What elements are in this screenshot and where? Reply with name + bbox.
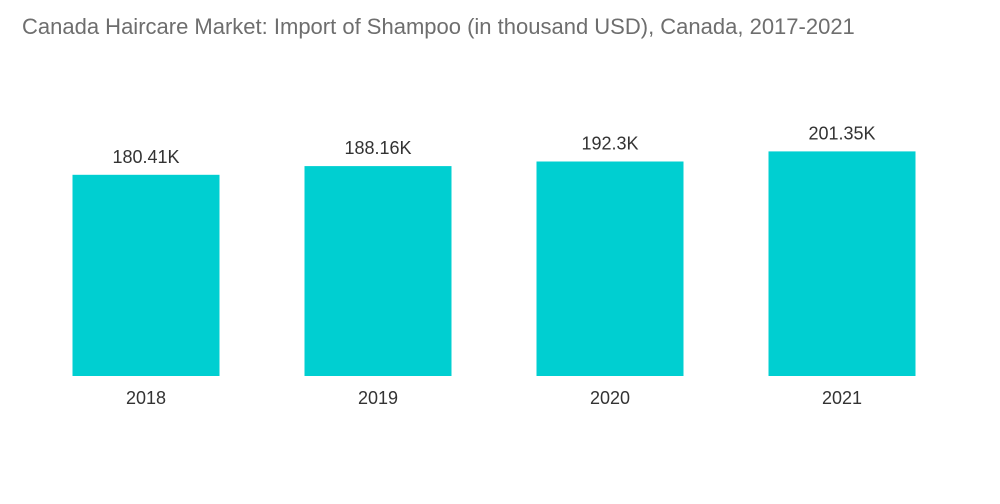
x-tick-label-2021: 2021 bbox=[822, 388, 862, 408]
x-axis-ticks-layer: 2018 2019 2020 2021 bbox=[126, 388, 862, 408]
bar-value-label-2018: 180.41K bbox=[112, 147, 179, 167]
bar-2018 bbox=[72, 174, 220, 376]
x-tick-label-2018: 2018 bbox=[126, 388, 166, 408]
chart-title: Canada Haircare Market: Import of Shampo… bbox=[22, 14, 855, 39]
value-labels-layer: 180.41K 188.16K 192.3K 201.35K bbox=[112, 123, 875, 166]
bars-layer bbox=[72, 151, 916, 376]
bar-2019 bbox=[304, 166, 452, 376]
bar-value-label-2019: 188.16K bbox=[344, 138, 411, 158]
x-tick-label-2019: 2019 bbox=[358, 388, 398, 408]
x-tick-label-2020: 2020 bbox=[590, 388, 630, 408]
bar-value-label-2021: 201.35K bbox=[808, 123, 875, 143]
bar-2020 bbox=[536, 161, 684, 376]
bar-value-label-2020: 192.3K bbox=[581, 134, 638, 154]
bar-2021 bbox=[768, 151, 916, 376]
